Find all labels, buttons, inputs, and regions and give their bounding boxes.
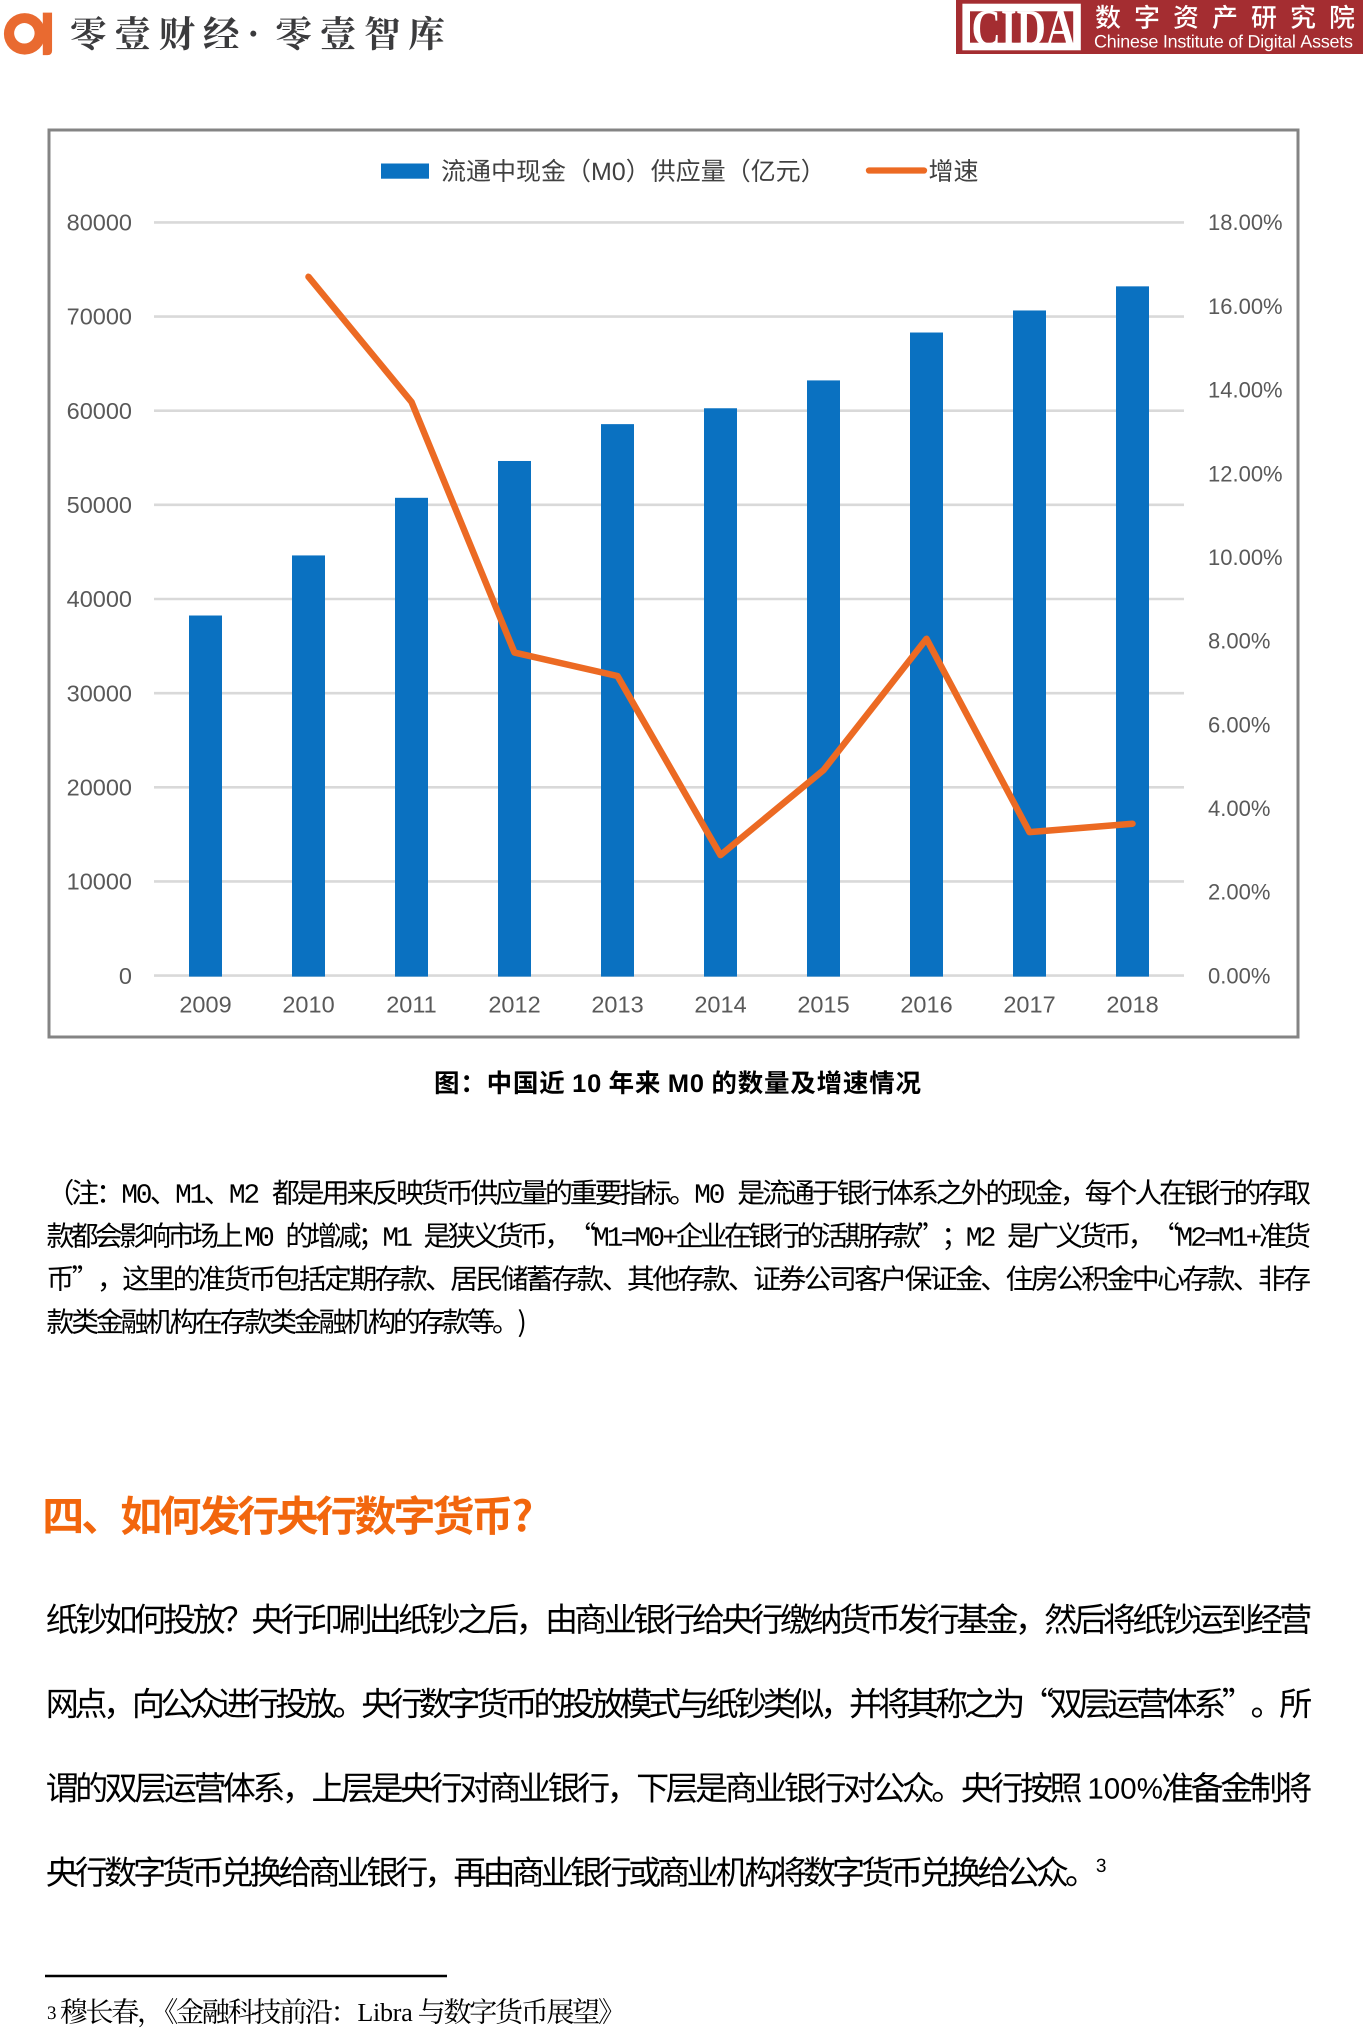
svg-text:2011: 2011: [386, 992, 437, 1018]
svg-text:2015: 2015: [797, 992, 849, 1018]
svg-text:16.00%: 16.00%: [1208, 294, 1283, 319]
svg-text:2018: 2018: [1106, 992, 1158, 1018]
svg-text:8.00%: 8.00%: [1208, 629, 1270, 654]
svg-text:4.00%: 4.00%: [1208, 796, 1270, 821]
svg-text:70000: 70000: [67, 304, 132, 330]
svg-text:6.00%: 6.00%: [1208, 712, 1270, 737]
svg-text:18.00%: 18.00%: [1208, 210, 1283, 235]
svg-text:30000: 30000: [67, 680, 132, 706]
svg-text:2.00%: 2.00%: [1208, 880, 1270, 905]
svg-text:80000: 80000: [67, 210, 132, 236]
svg-text:0: 0: [119, 963, 132, 989]
svg-text:14.00%: 14.00%: [1208, 378, 1283, 403]
svg-text:2017: 2017: [1003, 992, 1055, 1018]
svg-text:12.00%: 12.00%: [1208, 461, 1283, 486]
svg-text:2013: 2013: [591, 992, 643, 1018]
svg-text:2016: 2016: [900, 992, 952, 1018]
svg-text:10000: 10000: [67, 869, 132, 895]
svg-text:10.00%: 10.00%: [1208, 545, 1283, 570]
svg-text:2012: 2012: [488, 992, 540, 1018]
svg-text:50000: 50000: [67, 492, 132, 518]
svg-text:2014: 2014: [694, 992, 746, 1018]
svg-text:2009: 2009: [179, 992, 231, 1018]
svg-text:40000: 40000: [67, 586, 132, 612]
svg-text:0.00%: 0.00%: [1208, 963, 1270, 988]
svg-text:60000: 60000: [67, 398, 132, 424]
svg-text:20000: 20000: [67, 775, 132, 801]
svg-text:2010: 2010: [282, 992, 334, 1018]
